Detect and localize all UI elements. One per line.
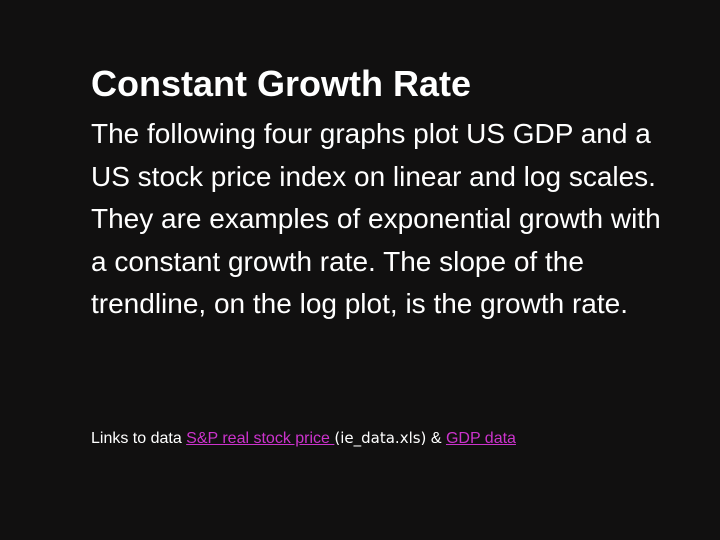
gdp-data-link[interactable]: GDP data — [445, 430, 516, 447]
file-note: (ie_data.xls) — [334, 429, 427, 447]
slide-title: Constant Growth Rate — [91, 63, 472, 104]
links-prefix: Links to data — [91, 430, 187, 447]
body-paragraph: The following four graphs plot US GDP an… — [91, 118, 661, 319]
links-separator: & — [426, 430, 446, 447]
data-links-line: Links to data S&P real stock price (ie_d… — [91, 427, 691, 450]
sp-real-stock-price-link[interactable]: S&P real stock price — [186, 430, 335, 447]
